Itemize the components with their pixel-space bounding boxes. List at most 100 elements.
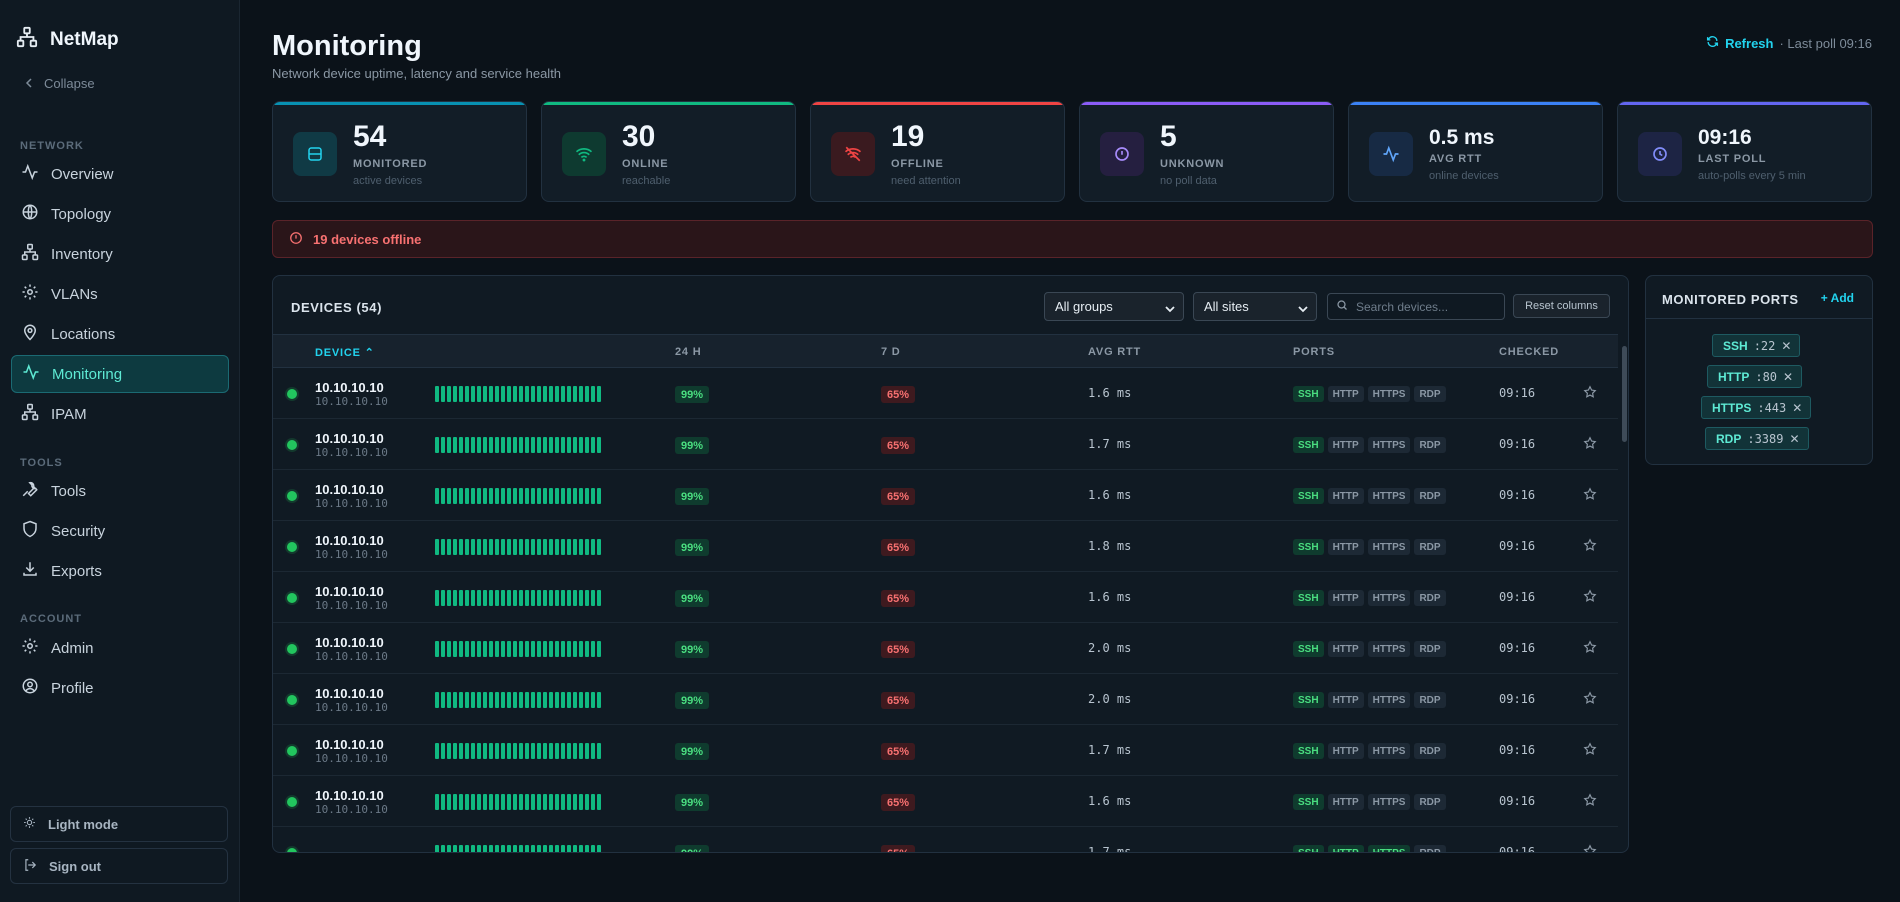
brand[interactable]: NetMap (16, 26, 119, 53)
sidebar-item-tools[interactable]: Tools (11, 472, 229, 510)
device-name[interactable]: 10.10.10.10 (315, 482, 384, 497)
table-row[interactable]: 10.10.10.10 10.10.10.10 99% 65% 1.7 ms SSH HTT… (273, 725, 1618, 776)
uptime-bar (549, 590, 553, 606)
sidebar-item-monitoring[interactable]: Monitoring (11, 355, 229, 393)
device-name[interactable]: 10.10.10.10 (315, 584, 384, 599)
table-row[interactable]: 10.10.10.10 10.10.10.10 99% 65% 1.6 ms SSH HTT… (273, 572, 1618, 623)
uptime-bar (579, 437, 583, 453)
sidebar-item-profile[interactable]: Profile (11, 669, 229, 707)
column-header-device[interactable]: DEVICE ⌃ (315, 347, 375, 359)
uptime-bar (483, 386, 487, 402)
port-badge: HTTPS (1367, 692, 1411, 708)
table-row[interactable]: 10.10.10.10 10.10.10.10 99% 65% 1.6 ms SSH HTT… (273, 470, 1618, 521)
star-icon[interactable] (1583, 436, 1597, 455)
uptime-bar (531, 488, 535, 504)
star-icon[interactable] (1583, 487, 1597, 506)
uptime-bar (465, 641, 469, 657)
collapse-button[interactable]: Collapse (24, 76, 95, 91)
sidebar-item-overview[interactable]: Overview (11, 155, 229, 193)
port-list: SSH HTTP HTTPS RDP (1293, 743, 1446, 759)
device-name[interactable]: 10.10.10.10 (315, 431, 384, 446)
uptime-bar (567, 692, 571, 708)
uptime-bar (549, 692, 553, 708)
device-name[interactable]: 10.10.10.10 (315, 737, 384, 752)
port-badge: SSH (1293, 845, 1324, 852)
uptime-bar (543, 641, 547, 657)
light-mode-button[interactable]: Light mode (10, 806, 228, 842)
uptime-bar (441, 488, 445, 504)
star-icon[interactable] (1583, 538, 1597, 557)
uptime-bar (573, 641, 577, 657)
sidebar-item-vlans[interactable]: VLANs (11, 275, 229, 313)
table-row[interactable]: 10.10.10.10 10.10.10.10 99% 65% 2.0 ms SSH HTT… (273, 674, 1618, 725)
device-name[interactable]: 10.10.10.10 (315, 788, 384, 803)
star-icon[interactable] (1583, 793, 1597, 812)
search-input[interactable]: Search devices... (1327, 293, 1505, 320)
sidebar-item-label: Monitoring (52, 365, 123, 383)
star-icon[interactable] (1583, 691, 1597, 710)
star-icon[interactable] (1583, 844, 1597, 852)
device-name[interactable]: 10.10.10.10 (315, 686, 384, 701)
refresh-button[interactable]: Refresh (1725, 35, 1774, 51)
site-filter-select[interactable]: All sites (1193, 292, 1317, 321)
uptime-bar (591, 488, 595, 504)
star-icon[interactable] (1583, 385, 1597, 404)
scrollbar-thumb[interactable] (1622, 346, 1627, 442)
page-subtitle: Network device uptime, latency and servi… (272, 66, 562, 81)
close-icon[interactable]: ✕ (1792, 400, 1803, 415)
uptime-sparkline (435, 590, 601, 606)
sidebar-item-topology[interactable]: Topology (11, 195, 229, 233)
uptime-bar (513, 437, 517, 453)
devices-title: DEVICES (54) (291, 300, 383, 315)
port-badge: SSH (1293, 386, 1324, 402)
star-icon[interactable] (1583, 640, 1597, 659)
column-header-ports[interactable]: PORTS (1293, 346, 1335, 358)
sign-out-button[interactable]: Sign out (10, 848, 228, 884)
sidebar-item-security[interactable]: Security (11, 512, 229, 550)
uptime-bar (519, 488, 523, 504)
column-header-checked[interactable]: CHECKED (1499, 346, 1559, 358)
star-icon[interactable] (1583, 742, 1597, 761)
table-scrollbar[interactable] (1620, 346, 1628, 846)
sidebar-item-exports[interactable]: Exports (11, 552, 229, 590)
uptime-bar (597, 488, 601, 504)
column-header-avg-rtt[interactable]: AVG RTT (1088, 346, 1142, 358)
avg-rtt: 1.7 ms (1088, 743, 1132, 757)
devices-panel: DEVICES (54) All groups All sites Search… (272, 275, 1629, 853)
close-icon[interactable]: ✕ (1783, 369, 1794, 384)
table-row[interactable]: 10.10.10.10 10.10.10.10 99% 65% 1.8 ms SSH HTT… (273, 521, 1618, 572)
sidebar-item-ipam[interactable]: IPAM (11, 395, 229, 433)
uptime-bar (447, 845, 451, 852)
sidebar-item-inventory[interactable]: Inventory (11, 235, 229, 273)
star-icon[interactable] (1583, 589, 1597, 608)
uptime-bar (561, 590, 565, 606)
sidebar-item-locations[interactable]: Locations (11, 315, 229, 353)
refresh-icon[interactable] (1706, 35, 1719, 51)
table-row[interactable]: 10.10.10.10 10.10.10.10 99% 65% 1.6 ms SSH HTT… (273, 368, 1618, 419)
device-name[interactable]: 10.10.10.10 (315, 635, 384, 650)
port-badge: HTTPS (1367, 488, 1411, 504)
uptime-bar (483, 437, 487, 453)
uptime-bar (555, 692, 559, 708)
reset-columns-button[interactable]: Reset columns (1513, 294, 1610, 318)
add-port-button[interactable]: + Add (1820, 291, 1854, 305)
device-ip: 10.10.10.10 (315, 497, 388, 510)
uptime-bar (447, 437, 451, 453)
sidebar-item-admin[interactable]: Admin (11, 629, 229, 667)
table-row[interactable]: 10.10.10.10 10.10.10.10 99% 65% 1.7 ms SSH HTT… (273, 419, 1618, 470)
table-row[interactable]: 10.10.10.10 10.10.10.10 99% 65% 1.6 ms SSH HTT… (273, 776, 1618, 827)
port-list: SSH HTTP HTTPS RDP (1293, 386, 1446, 402)
column-header-24h[interactable]: 24 H (675, 346, 702, 358)
device-name[interactable]: 10.10.10.10 (315, 380, 384, 395)
table-row[interactable]: 10.10.10.10 10.10.10.10 99% 65% 2.0 ms SSH HTT… (273, 623, 1618, 674)
column-header-7d[interactable]: 7 D (881, 346, 901, 358)
uptime-bar (591, 437, 595, 453)
close-icon[interactable]: ✕ (1781, 338, 1792, 353)
device-name[interactable]: 10.10.10.10 (315, 533, 384, 548)
close-icon[interactable]: ✕ (1789, 431, 1800, 446)
port-badge: HTTPS (1367, 743, 1411, 759)
group-filter-select[interactable]: All groups (1044, 292, 1184, 321)
stat-label: UNKNOWN (1160, 158, 1225, 170)
uptime-bar (507, 743, 511, 759)
